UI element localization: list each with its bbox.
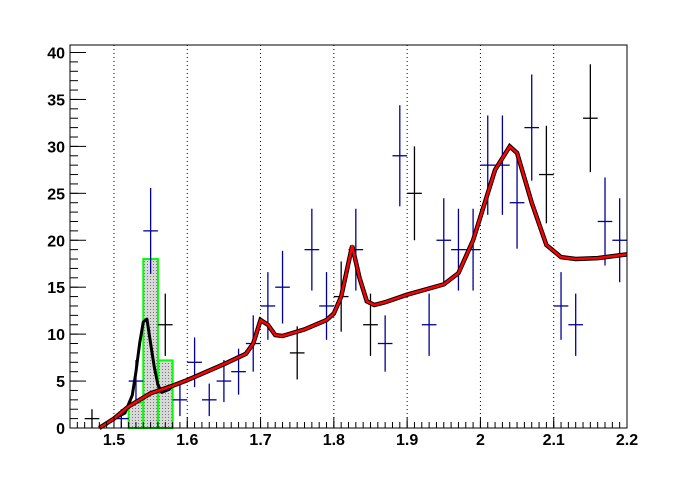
- y-tick-label: 35: [47, 92, 65, 109]
- data-point: [553, 272, 569, 340]
- y-tick-label: 30: [47, 139, 65, 156]
- data-point: [392, 105, 408, 207]
- fit-curves: [98, 142, 628, 430]
- data-point: [612, 198, 627, 283]
- y-tick-label: 20: [47, 233, 65, 250]
- x-tick-label: 1.8: [323, 432, 345, 449]
- histogram-bar: [156, 359, 174, 430]
- fit-curve: [98, 145, 628, 430]
- data-point: [172, 383, 188, 417]
- x-tick-label: 1.7: [249, 432, 271, 449]
- grid: [113, 45, 555, 428]
- y-tick-label: 0: [56, 421, 65, 438]
- data-point: [597, 177, 613, 266]
- data-point: [216, 360, 232, 403]
- data-point: [539, 125, 554, 224]
- data-point: [377, 315, 393, 372]
- data-point: [304, 208, 320, 291]
- y-tick-label: 5: [56, 374, 65, 391]
- x-tick-label: 2: [476, 432, 485, 449]
- y-tick-label: 15: [47, 280, 65, 297]
- data-point: [524, 74, 540, 181]
- y-tick-label: 40: [47, 46, 65, 63]
- y-tick-label: 10: [47, 327, 65, 344]
- data-point: [421, 293, 437, 356]
- data-point: [319, 272, 334, 340]
- data-point: [407, 146, 422, 241]
- x-tick-label: 2.1: [543, 432, 565, 449]
- data-point: [275, 250, 290, 324]
- data-point: [583, 64, 598, 173]
- y-tick-label: 25: [47, 186, 65, 203]
- data-point: [451, 208, 466, 291]
- data-point: [289, 326, 305, 380]
- data-point: [509, 156, 525, 249]
- x-tick-label: 1.6: [176, 432, 198, 449]
- data-point: [157, 293, 173, 356]
- x-tick-label: 1.9: [396, 432, 418, 449]
- axes: 1.5 1.6 1.7 1.8 1.9 2 2.1 2.2 0 5 10 15 20 25 30 35 40: [47, 46, 638, 449]
- data-point: [436, 198, 452, 283]
- x-tick-label: 2.2: [616, 432, 638, 449]
- data-point: [201, 383, 217, 417]
- data-point: [143, 187, 158, 274]
- x-tick-label: 1.5: [103, 432, 125, 449]
- data-point: [568, 293, 584, 356]
